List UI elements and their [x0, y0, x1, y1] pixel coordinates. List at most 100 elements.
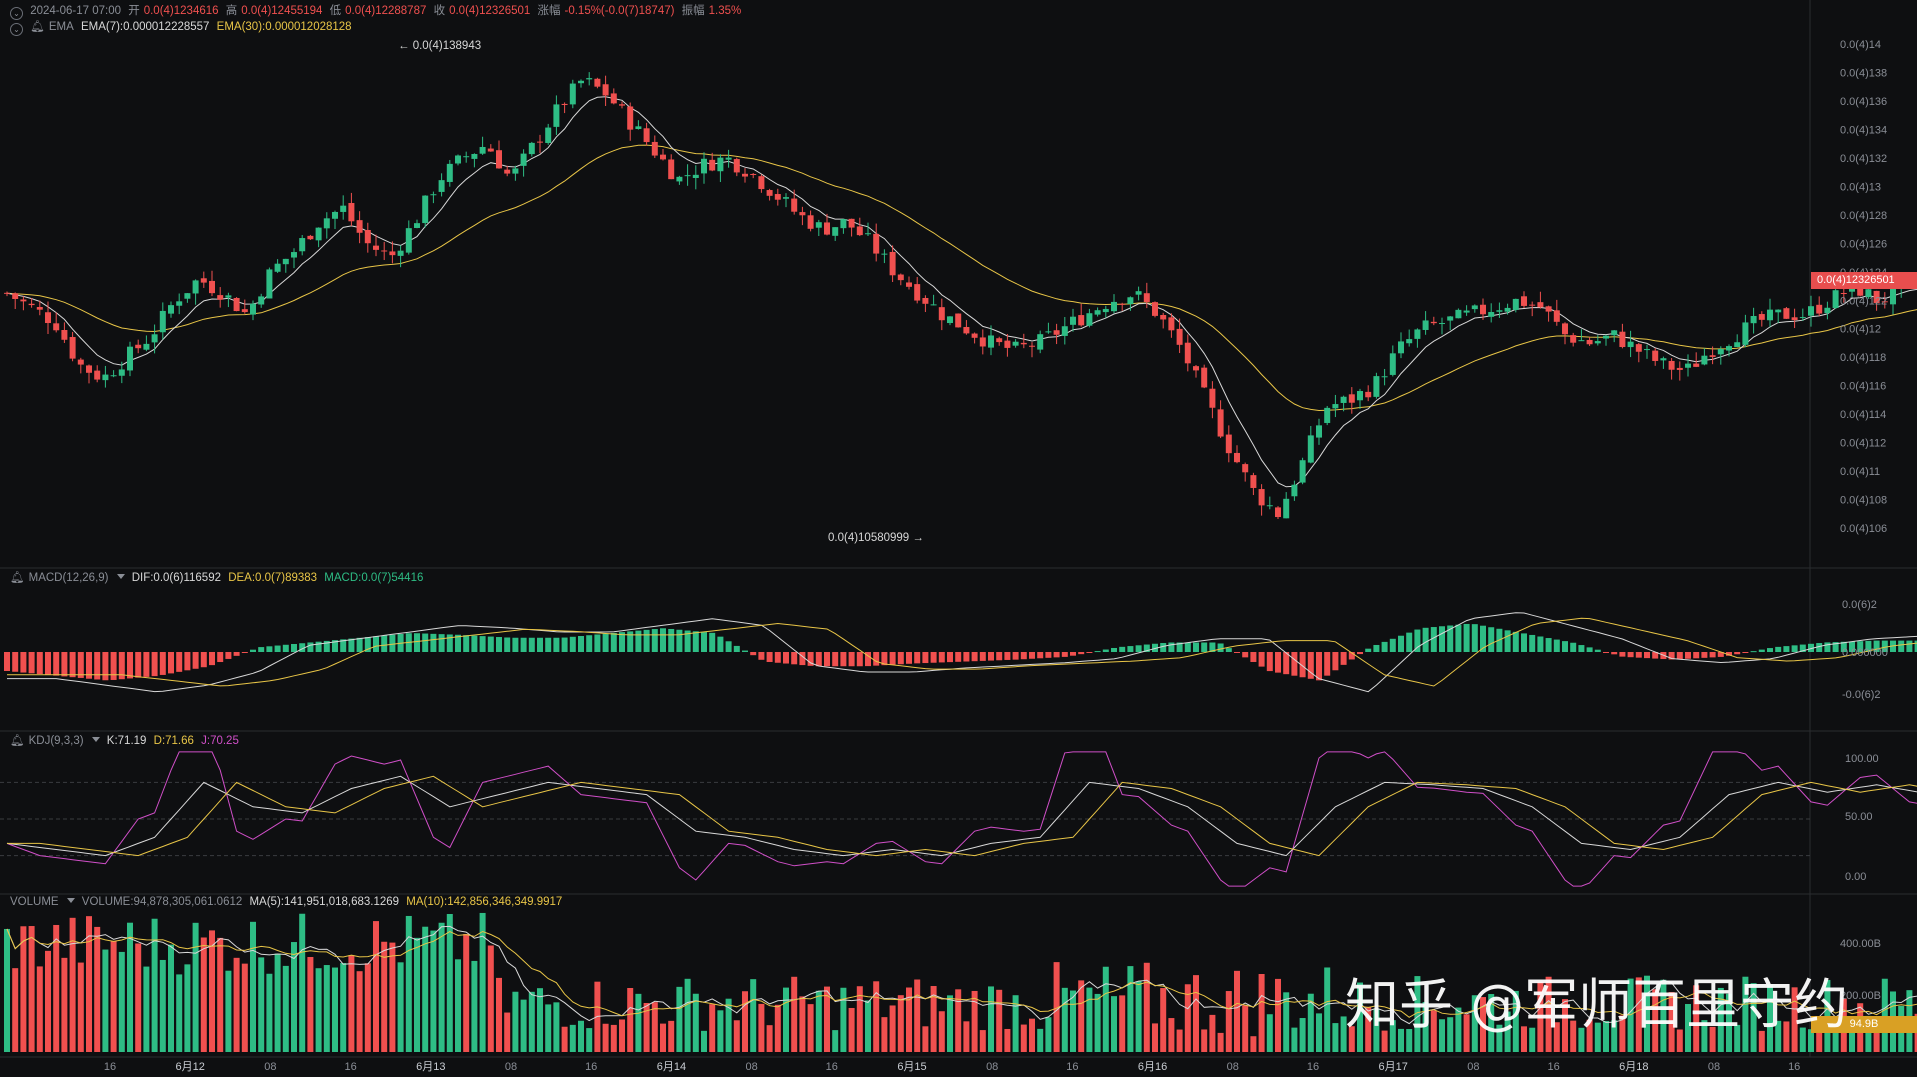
volume-bar	[1480, 997, 1486, 1052]
kdj-k-line	[6, 775, 1917, 857]
volume-bar	[1201, 1029, 1208, 1052]
candle-body	[1242, 464, 1249, 473]
volume-bar	[914, 979, 921, 1052]
volume-bar	[1553, 1022, 1560, 1052]
candle-body	[151, 334, 158, 343]
candle-body	[971, 333, 978, 338]
macd-bar	[1029, 652, 1035, 659]
candle-body	[889, 251, 896, 276]
volume-bar	[1373, 1009, 1380, 1052]
volume-bar	[496, 977, 502, 1052]
macd-bar	[1529, 634, 1536, 652]
volume-bar	[455, 959, 461, 1052]
candle-body	[520, 153, 527, 166]
macd-bar	[225, 652, 232, 659]
ema7-label: EMA(7):0.000012228557	[80, 21, 210, 33]
macd-bar	[881, 652, 888, 666]
time-tick-label: 08	[264, 1061, 276, 1073]
volume-bar	[323, 965, 330, 1052]
volume-bar	[299, 913, 306, 1052]
volume-bar	[340, 963, 347, 1052]
macd-bar	[1053, 652, 1060, 658]
macd-bar	[94, 652, 101, 680]
volume-bar	[118, 951, 125, 1052]
volume-bar	[217, 937, 224, 1052]
volume-bar	[701, 1030, 707, 1052]
volume-tick-label: 400.00B	[1840, 938, 1881, 950]
candle-body	[1422, 320, 1429, 330]
time-tick-label: 08	[505, 1061, 517, 1073]
bell-icon[interactable]: 🔔︎	[10, 735, 25, 747]
candle-body	[110, 375, 117, 377]
candle-body	[791, 198, 798, 212]
macd-bar	[496, 637, 502, 652]
macd-bar	[701, 632, 707, 652]
volume-bar	[1717, 987, 1724, 1052]
macd-bar	[1578, 645, 1585, 652]
candle-body	[217, 295, 224, 300]
volume-bar	[602, 1023, 609, 1052]
volume-settings[interactable]: VOLUME	[10, 896, 59, 908]
volume-bar	[1037, 1028, 1044, 1052]
settings-icon[interactable]: ⌄	[10, 7, 23, 20]
dropdown-icon[interactable]	[116, 574, 125, 579]
bell-icon[interactable]: 🔔︎	[10, 572, 25, 584]
macd-settings[interactable]: MACD(12,26,9)	[28, 572, 109, 584]
ema30-path	[6, 144, 1917, 412]
volume-bar	[1545, 976, 1552, 1052]
macd-bar	[832, 652, 839, 667]
macd-bar	[971, 652, 978, 662]
volume-bar	[1849, 1022, 1855, 1052]
volume-bar	[856, 986, 863, 1052]
volume-bar	[1127, 966, 1134, 1052]
macd-bar	[1849, 641, 1855, 652]
time-tick-label: 6月17	[1379, 1061, 1408, 1073]
candle-body	[45, 312, 51, 324]
kdj-settings[interactable]: KDJ(9,3,3)	[28, 735, 84, 747]
macd-bar	[487, 636, 494, 652]
macd-bar	[766, 652, 773, 662]
candle-body	[1873, 290, 1880, 304]
volume-bar	[266, 973, 273, 1052]
volume-bar	[1209, 1014, 1216, 1052]
volume-bar	[733, 1020, 740, 1052]
ema30-line	[6, 144, 1917, 412]
volume-bar	[348, 955, 355, 1052]
candle-body	[766, 190, 773, 196]
dropdown-icon[interactable]	[91, 737, 100, 742]
macd-bar	[1398, 635, 1404, 652]
candle-body	[1430, 321, 1437, 324]
collapse-icon[interactable]: ⌄	[10, 23, 23, 36]
datetime: 2024-06-17 07:00	[30, 5, 122, 17]
macd-bar	[914, 652, 921, 664]
time-tick-label: 6月12	[176, 1061, 205, 1073]
candle-body	[1217, 409, 1224, 437]
dropdown-icon[interactable]	[66, 898, 75, 903]
price-tick-label: 0.0(4)128	[1840, 210, 1887, 222]
macd-tick-label: 0.000000	[1842, 647, 1888, 659]
macd-bar	[692, 631, 699, 652]
volume-bar	[1250, 1036, 1257, 1052]
candle-body	[676, 176, 683, 182]
kdj-tick-label: 100.00	[1845, 753, 1879, 765]
kdj-panel	[0, 751, 1917, 887]
macd-bar	[1734, 652, 1741, 655]
volume-bar	[1504, 1011, 1511, 1052]
volume-bar	[1832, 1030, 1839, 1052]
macd-bar	[233, 652, 240, 656]
volume-bar	[1488, 994, 1495, 1052]
macd-bar	[53, 652, 60, 676]
macd-bar	[610, 632, 617, 652]
bell-icon[interactable]: 🔔︎	[30, 21, 45, 33]
price-tick-label: 0.0(4)13	[1840, 181, 1881, 193]
macd-bar	[4, 652, 10, 671]
candle-body	[1053, 330, 1060, 335]
volume-bar	[1258, 973, 1265, 1052]
volume-bar	[1135, 981, 1142, 1052]
macd-bar	[1275, 652, 1281, 673]
ema-header: ⌄ 🔔︎ EMA EMA(7):0.000012228557 EMA(30):0.…	[10, 19, 356, 36]
macd-bar	[1102, 649, 1109, 652]
macd-bar	[1332, 652, 1339, 671]
candle-body	[422, 195, 429, 224]
